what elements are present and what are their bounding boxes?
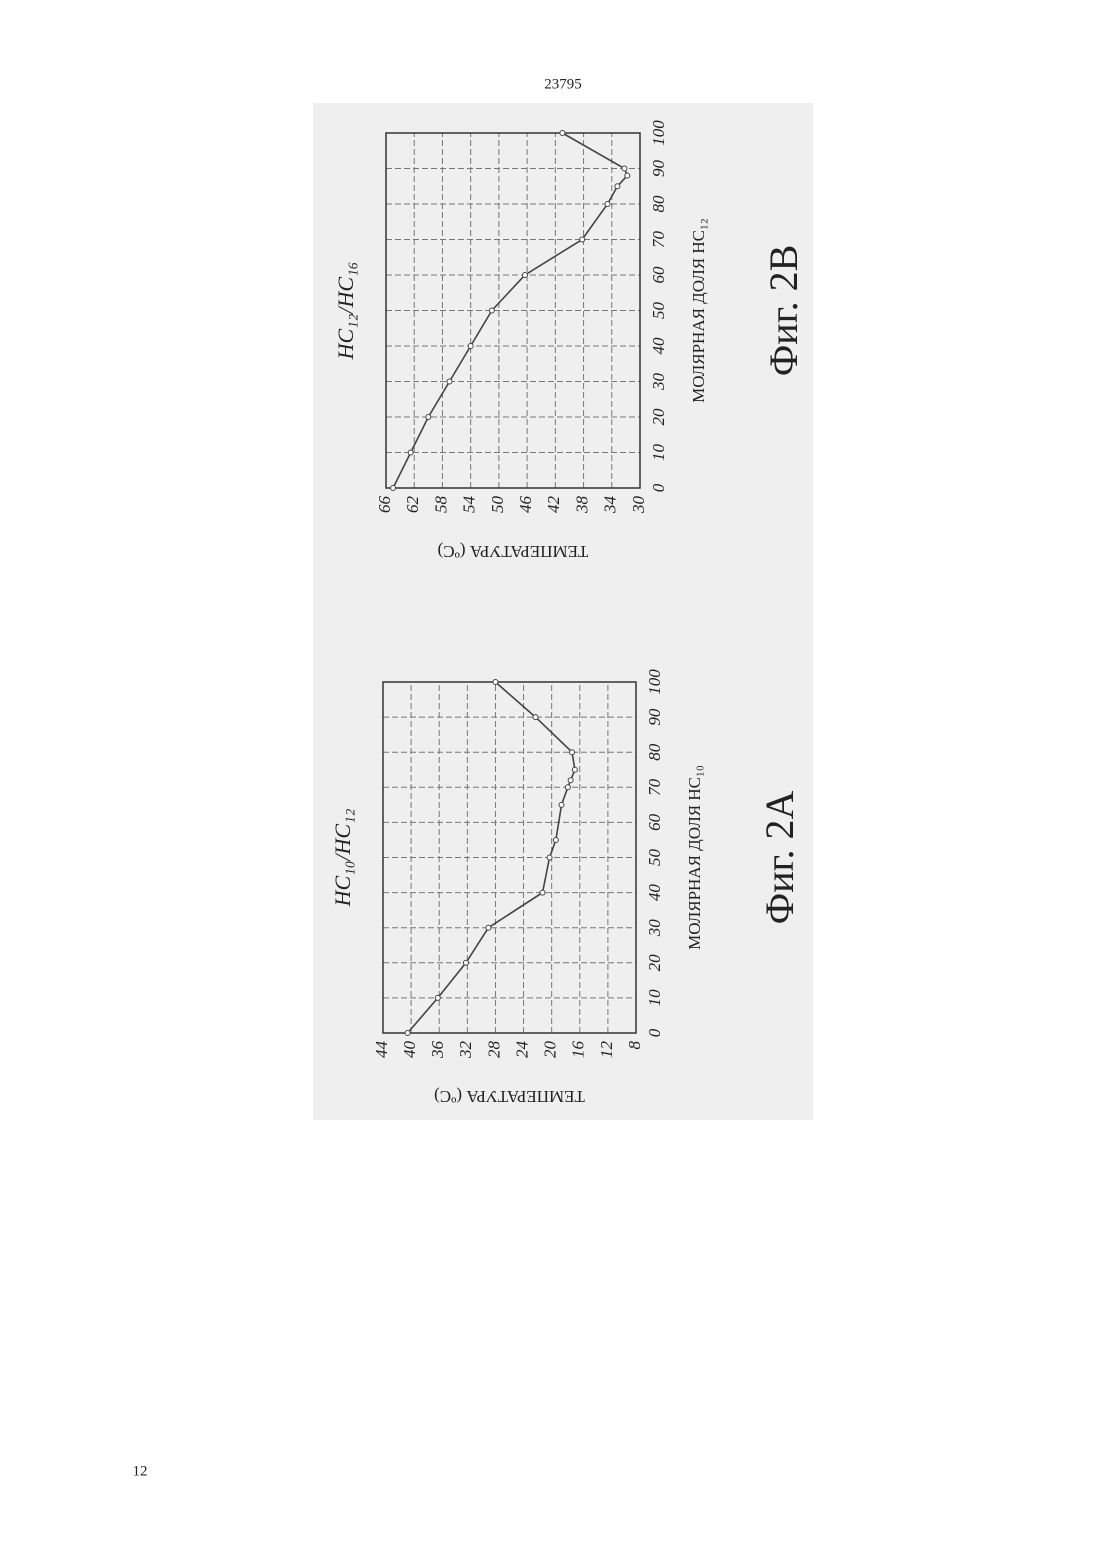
- y-tick-label: 62: [403, 496, 422, 514]
- x-tick-label: 0: [645, 1028, 664, 1037]
- x-tick-label: 50: [645, 849, 664, 867]
- chart-title: HC₁₂/HC₁₆: [333, 262, 358, 361]
- data-point: [391, 486, 396, 491]
- x-tick-label: 60: [645, 813, 664, 831]
- data-point: [565, 785, 570, 790]
- data-point: [625, 173, 630, 178]
- y-tick-label: 44: [372, 1041, 391, 1059]
- x-tick-label: 100: [649, 120, 668, 146]
- x-tick-label: 100: [645, 669, 664, 695]
- y-tick-label: 12: [597, 1041, 616, 1059]
- y-tick-label: 46: [516, 496, 535, 514]
- x-tick-label: 20: [649, 408, 668, 426]
- data-point: [572, 767, 577, 772]
- x-tick-label: 60: [649, 266, 668, 284]
- data-point: [489, 308, 494, 313]
- data-point: [547, 855, 552, 860]
- x-tick-label: 90: [649, 160, 668, 178]
- x-tick-label: 40: [645, 884, 664, 902]
- data-point: [486, 925, 491, 930]
- data-point: [493, 680, 498, 685]
- data-point: [580, 237, 585, 242]
- data-point: [570, 750, 575, 755]
- data-point: [522, 273, 527, 278]
- y-tick-label: 16: [569, 1041, 588, 1059]
- y-tick-label: 50: [488, 496, 507, 514]
- figure-panel: [313, 103, 813, 1120]
- x-tick-label: 10: [649, 444, 668, 462]
- x-tick-label: 40: [649, 337, 668, 355]
- y-tick-label: 20: [541, 1041, 560, 1059]
- data-point: [447, 379, 452, 384]
- x-tick-label: 80: [645, 743, 664, 761]
- y-tick-label: 34: [601, 496, 620, 515]
- y-tick-label: 40: [400, 1041, 419, 1059]
- y-tick-label: 66: [375, 496, 394, 514]
- x-tick-label: 30: [649, 373, 668, 392]
- data-point: [426, 415, 431, 420]
- data-point: [605, 202, 610, 207]
- data-point: [615, 184, 620, 189]
- page-number: 12: [133, 1463, 148, 1479]
- y-tick-label: 24: [512, 1041, 531, 1059]
- data-point: [568, 778, 573, 783]
- data-point: [405, 1031, 410, 1036]
- y-tick-label: 54: [460, 496, 479, 514]
- x-tick-label: 70: [649, 231, 668, 249]
- y-tick-label: 42: [544, 496, 563, 514]
- y-tick-label: 8: [625, 1041, 644, 1050]
- x-tick-label: 20: [645, 954, 664, 972]
- page: 23795 12 0102030405060708090100444036322…: [0, 0, 1100, 1556]
- data-point: [468, 344, 473, 349]
- y-tick-label: 58: [431, 496, 450, 514]
- x-axis-title: МОЛЯРНАЯ ДОЛЯ НС₁₂: [689, 218, 708, 403]
- y-tick-label: 36: [428, 1041, 447, 1060]
- y-axis-title: ТЕМПЕРАТУРА (ºC): [438, 542, 589, 561]
- data-point: [553, 837, 558, 842]
- x-tick-label: 70: [645, 778, 664, 796]
- x-tick-label: 30: [645, 919, 664, 938]
- x-tick-label: 0: [649, 483, 668, 492]
- y-axis-title: ТЕМПЕРАТУРА (ºC): [434, 1087, 585, 1106]
- y-tick-label: 38: [572, 496, 591, 515]
- y-tick-label: 32: [456, 1041, 475, 1060]
- data-point: [463, 960, 468, 965]
- figure-caption: Фиг. 2A: [757, 790, 802, 924]
- data-point: [622, 166, 627, 171]
- data-point: [435, 995, 440, 1000]
- data-point: [533, 715, 538, 720]
- data-point: [560, 131, 565, 136]
- x-tick-label: 80: [649, 195, 668, 213]
- data-point: [559, 802, 564, 807]
- page-header: 23795: [544, 76, 582, 92]
- data-point: [540, 890, 545, 895]
- x-tick-label: 50: [649, 302, 668, 320]
- x-axis-title: МОЛЯРНАЯ ДОЛЯ НС₁₀: [685, 765, 704, 950]
- figure-caption: Фиг. 2B: [761, 245, 806, 377]
- y-tick-label: 30: [629, 496, 648, 515]
- data-point: [408, 450, 413, 455]
- x-tick-label: 90: [645, 708, 664, 726]
- y-tick-label: 28: [484, 1041, 503, 1059]
- chart-title: HC₁₀/HC₁₂: [330, 808, 355, 907]
- x-tick-label: 10: [645, 989, 664, 1007]
